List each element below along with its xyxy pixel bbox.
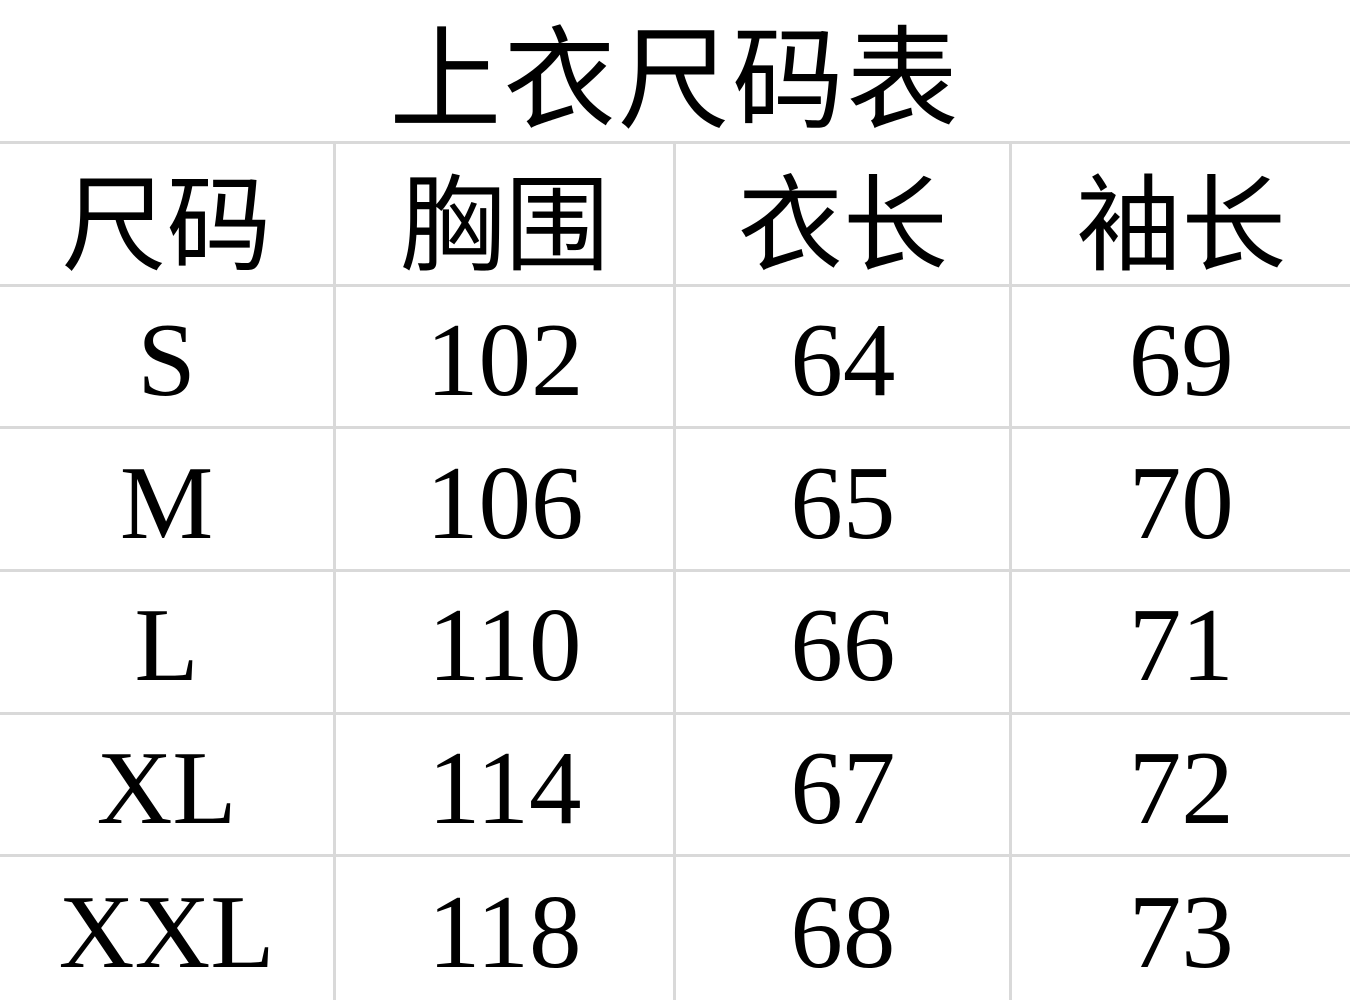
cell-chest-xl: 114 [336,714,677,858]
cell-size-l: L [0,572,337,715]
cell-length-l: 66 [676,572,1013,715]
cell-length-s: 64 [676,286,1013,430]
size-chart-title: 上衣尺码表 [389,19,961,144]
cell-size-xl: XL [0,714,337,858]
header-length: 衣长 [676,144,1013,287]
cell-sleeve-xxl: 73 [1128,873,1234,991]
cell-size-xxl: XXL [0,857,337,1000]
cell-size-s: S [0,286,337,430]
size-table: 尺码 胸围 衣长 袖长 S 102 64 69 M 106 65 70 L 11… [0,141,1350,1000]
header-size: 尺码 [0,144,337,287]
header-sleeve: 袖长 [1012,144,1350,287]
cell-chest-xxl: 118 [336,857,677,1000]
cell-chest-l: 110 [336,572,677,715]
cell-length-m: 65 [676,429,1013,572]
cell-sleeve-l: 71 [1012,572,1350,715]
cell-sleeve-m: 70 [1012,429,1350,572]
cell-chest-s: 102 [336,286,677,430]
header-chest: 胸围 [336,144,677,287]
cell-length-xxl: 68 [676,857,1013,1000]
cell-sleeve-xl: 72 [1012,715,1350,858]
cell-length-xl: 67 [676,714,1013,858]
cell-sleeve-s: 69 [1012,287,1350,430]
cell-size-m: M [0,429,337,572]
cell-chest-m: 106 [336,429,677,572]
